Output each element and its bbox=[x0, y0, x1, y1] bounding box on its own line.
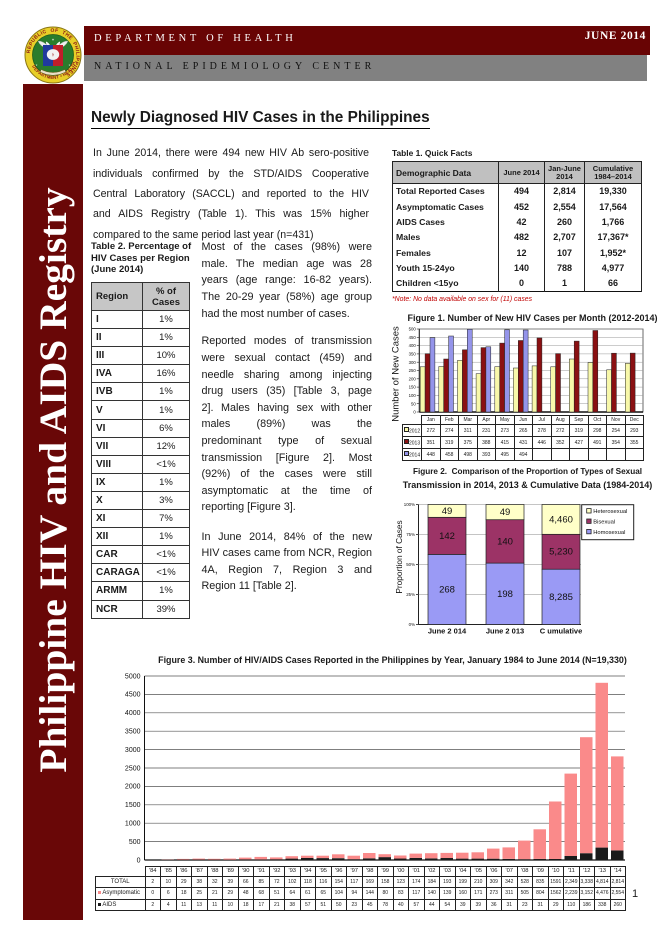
svg-text:2500: 2500 bbox=[125, 765, 141, 772]
svg-text:500: 500 bbox=[129, 839, 141, 846]
svg-text:1500: 1500 bbox=[125, 802, 141, 809]
svg-text:June 2 014: June 2 014 bbox=[428, 627, 467, 636]
svg-text:⚕: ⚕ bbox=[52, 53, 55, 59]
svg-text:5000: 5000 bbox=[125, 673, 141, 680]
svg-text:Homosexual: Homosexual bbox=[593, 530, 625, 536]
svg-text:49: 49 bbox=[442, 506, 453, 517]
svg-text:450: 450 bbox=[409, 335, 417, 340]
svg-text:150: 150 bbox=[409, 385, 417, 390]
svg-text:100%: 100% bbox=[404, 502, 415, 507]
svg-text:300: 300 bbox=[409, 360, 417, 365]
svg-text:4000: 4000 bbox=[125, 710, 141, 717]
svg-text:3000: 3000 bbox=[125, 747, 141, 754]
svg-text:50: 50 bbox=[411, 401, 416, 406]
svg-text:Heterosexual: Heterosexual bbox=[593, 509, 627, 515]
svg-text:0: 0 bbox=[137, 857, 141, 864]
svg-text:268: 268 bbox=[439, 585, 455, 596]
svg-text:1000: 1000 bbox=[125, 821, 141, 828]
svg-text:50%: 50% bbox=[406, 562, 415, 567]
svg-text:0%: 0% bbox=[409, 622, 415, 627]
svg-text:5,230: 5,230 bbox=[549, 547, 573, 558]
svg-text:4,460: 4,460 bbox=[549, 514, 573, 525]
svg-text:Bisexual: Bisexual bbox=[593, 519, 615, 525]
svg-text:75%: 75% bbox=[406, 532, 415, 537]
svg-text:C umulative: C umulative bbox=[540, 627, 583, 636]
svg-text:3500: 3500 bbox=[125, 729, 141, 736]
svg-text:400: 400 bbox=[409, 343, 417, 348]
svg-text:350: 350 bbox=[409, 352, 417, 357]
svg-text:25%: 25% bbox=[406, 592, 415, 597]
svg-text:250: 250 bbox=[409, 368, 417, 373]
svg-text:100: 100 bbox=[409, 393, 417, 398]
svg-text:2000: 2000 bbox=[125, 784, 141, 791]
svg-text:4500: 4500 bbox=[125, 692, 141, 699]
svg-text:200: 200 bbox=[409, 376, 417, 381]
svg-text:June 2 013: June 2 013 bbox=[486, 627, 524, 636]
svg-text:0: 0 bbox=[413, 410, 416, 415]
svg-text:198: 198 bbox=[497, 589, 513, 600]
svg-text:49: 49 bbox=[500, 507, 511, 518]
svg-text:140: 140 bbox=[497, 536, 513, 547]
svg-text:8,285: 8,285 bbox=[549, 592, 573, 603]
svg-text:500: 500 bbox=[409, 327, 417, 332]
svg-text:142: 142 bbox=[439, 531, 455, 542]
